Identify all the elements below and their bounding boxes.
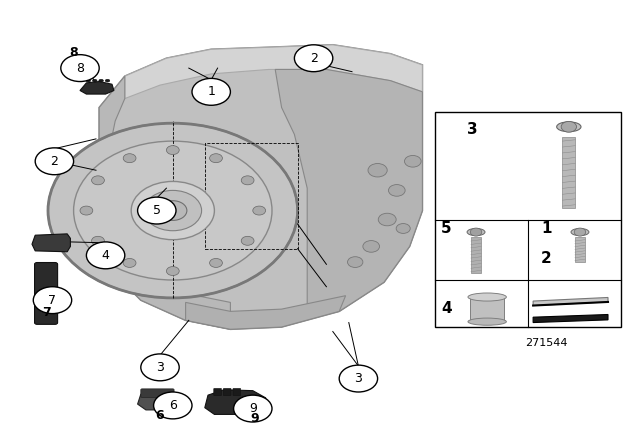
Text: 1: 1 (541, 221, 552, 236)
Text: 5: 5 (153, 204, 161, 217)
Text: 9: 9 (249, 402, 257, 415)
Polygon shape (125, 45, 422, 99)
Ellipse shape (571, 228, 589, 236)
Ellipse shape (557, 122, 581, 132)
Circle shape (241, 237, 254, 246)
Polygon shape (80, 82, 114, 94)
Circle shape (48, 123, 298, 298)
Text: 8: 8 (69, 46, 78, 59)
Text: 7: 7 (49, 293, 56, 307)
FancyBboxPatch shape (35, 263, 58, 324)
Circle shape (74, 141, 272, 280)
Polygon shape (533, 314, 608, 323)
Circle shape (138, 197, 176, 224)
Text: 2: 2 (541, 251, 552, 266)
Text: 3: 3 (467, 121, 477, 137)
Text: 3: 3 (156, 361, 164, 374)
Circle shape (404, 155, 421, 167)
Text: 2: 2 (51, 155, 58, 168)
Ellipse shape (468, 318, 506, 325)
Circle shape (388, 185, 405, 196)
Ellipse shape (106, 79, 110, 82)
Circle shape (131, 181, 214, 240)
Text: 3: 3 (355, 372, 362, 385)
Circle shape (166, 267, 179, 276)
FancyBboxPatch shape (233, 388, 241, 396)
Text: 271544: 271544 (525, 338, 568, 348)
Circle shape (209, 258, 223, 267)
Ellipse shape (99, 79, 104, 82)
Circle shape (166, 146, 179, 155)
Ellipse shape (468, 293, 506, 301)
FancyBboxPatch shape (223, 388, 231, 396)
Circle shape (92, 176, 104, 185)
Polygon shape (205, 390, 268, 414)
Polygon shape (533, 297, 608, 306)
Circle shape (294, 45, 333, 72)
Text: 4: 4 (102, 249, 109, 262)
FancyBboxPatch shape (214, 388, 221, 396)
Polygon shape (186, 296, 346, 329)
Text: 8: 8 (76, 61, 84, 75)
Text: 6: 6 (156, 409, 164, 422)
Polygon shape (275, 69, 422, 316)
Circle shape (124, 154, 136, 163)
Circle shape (253, 206, 266, 215)
Circle shape (192, 78, 230, 105)
Ellipse shape (93, 79, 97, 82)
Circle shape (92, 236, 104, 245)
Bar (471, 237, 481, 273)
Circle shape (80, 206, 93, 215)
Circle shape (86, 242, 125, 269)
Bar (435, 112, 621, 327)
Circle shape (33, 287, 72, 314)
Circle shape (144, 190, 202, 231)
Polygon shape (99, 45, 422, 329)
Circle shape (339, 365, 378, 392)
Circle shape (234, 395, 272, 422)
Circle shape (35, 148, 74, 175)
Text: 1: 1 (207, 85, 215, 99)
Text: 6: 6 (169, 399, 177, 412)
Ellipse shape (467, 228, 485, 236)
Circle shape (141, 354, 179, 381)
Circle shape (378, 213, 396, 226)
Bar (470, 297, 504, 322)
Polygon shape (32, 234, 70, 252)
Circle shape (368, 164, 387, 177)
Circle shape (61, 55, 99, 82)
Bar (575, 237, 585, 262)
Polygon shape (138, 391, 179, 410)
FancyBboxPatch shape (141, 389, 174, 397)
Circle shape (574, 228, 586, 236)
Text: 2: 2 (310, 52, 317, 65)
Circle shape (348, 257, 363, 267)
Circle shape (210, 154, 223, 163)
Circle shape (470, 228, 482, 236)
Polygon shape (99, 76, 230, 329)
Text: 5: 5 (441, 221, 452, 236)
Text: 7: 7 (42, 306, 51, 319)
Circle shape (561, 121, 577, 132)
Text: 4: 4 (441, 301, 452, 316)
Circle shape (363, 241, 380, 252)
Circle shape (396, 224, 410, 233)
Circle shape (241, 176, 254, 185)
Circle shape (154, 392, 192, 419)
Text: 9: 9 (250, 412, 259, 426)
Bar (205, 143, 298, 249)
Circle shape (123, 258, 136, 267)
Ellipse shape (86, 79, 91, 82)
Circle shape (159, 201, 187, 220)
Bar (563, 137, 575, 208)
